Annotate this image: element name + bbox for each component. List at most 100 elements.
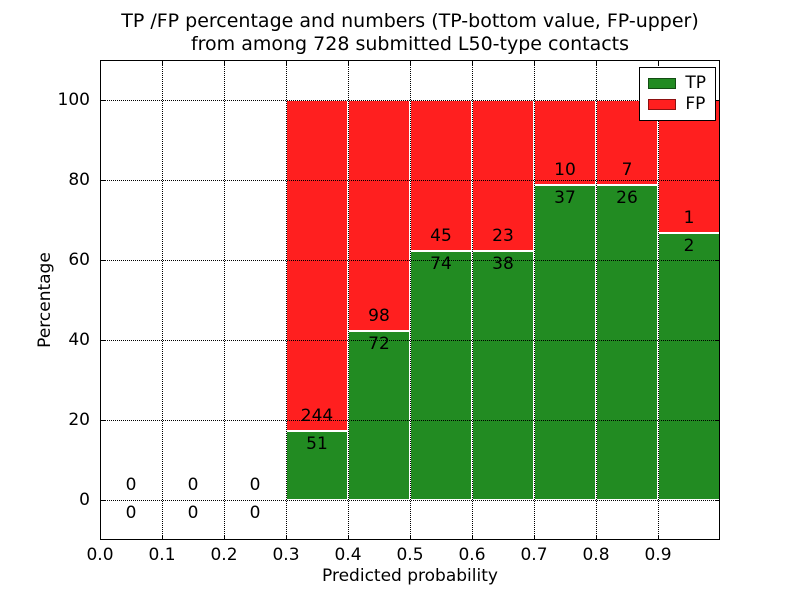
y-tick-mark: [715, 340, 720, 341]
bar-tp-segment: [472, 250, 534, 500]
tp-count-label: 0: [249, 503, 261, 523]
gridline-v: [534, 60, 535, 540]
y-tick-mark: [715, 180, 720, 181]
gridline-v: [224, 60, 225, 540]
chart-title-line2: from among 728 submitted L50-type contac…: [190, 33, 630, 55]
x-tick-mark: [348, 60, 349, 65]
x-tick-mark: [472, 535, 473, 540]
y-tick-mark: [715, 420, 720, 421]
x-tick-label: 0.2: [210, 545, 238, 565]
x-tick-mark: [658, 60, 659, 65]
y-tick-label: 80: [68, 170, 90, 190]
bar-fp-segment: [348, 100, 410, 331]
plot-area: TP FP 0 0 0 0 0 0 244 51 98 72 45 74 23 38 10 37 7 26 1 2: [100, 60, 720, 540]
x-tick-label: 0.1: [148, 545, 176, 565]
x-tick-mark: [658, 535, 659, 540]
gridline-v: [658, 60, 659, 540]
fp-count-label: 0: [187, 475, 199, 495]
fp-count-label: 23: [492, 225, 514, 246]
x-tick-mark: [534, 60, 535, 65]
x-tick-mark: [224, 535, 225, 540]
legend-swatch-fp: [648, 99, 677, 110]
bar-tp-segment: [658, 233, 720, 500]
bar-fp-segment: [286, 100, 348, 431]
bar-tp-segment: [348, 330, 410, 500]
x-tick-mark: [162, 60, 163, 65]
y-tick-mark: [100, 500, 105, 501]
x-tick-label: 0.6: [458, 545, 486, 565]
tp-count-label: 74: [430, 254, 452, 275]
fp-count-label: 1: [683, 208, 695, 229]
x-tick-mark: [100, 535, 101, 540]
gridline-v: [410, 60, 411, 540]
x-tick-mark: [534, 535, 535, 540]
gridline-v: [472, 60, 473, 540]
y-tick-label: 100: [57, 90, 90, 110]
legend-swatch-tp: [648, 78, 677, 89]
gridline-v: [596, 60, 597, 540]
x-tick-label: 0.0: [86, 545, 114, 565]
x-tick-mark: [596, 535, 597, 540]
fp-count-label: 0: [125, 475, 137, 495]
bar-tp-segment: [596, 184, 658, 500]
y-axis-label: Percentage: [35, 252, 55, 348]
tp-count-label: 2: [683, 236, 695, 257]
chart-title-line1: TP /FP percentage and numbers (TP-bottom…: [121, 10, 699, 32]
x-axis-label: Predicted probability: [322, 566, 498, 586]
fp-count-label: 244: [300, 405, 334, 426]
fp-count-label: 7: [621, 159, 633, 180]
legend-label-tp: TP: [685, 73, 706, 93]
fp-count-label: 10: [554, 160, 576, 181]
tp-count-label: 26: [616, 187, 638, 208]
x-tick-mark: [286, 535, 287, 540]
tp-count-label: 72: [368, 333, 390, 354]
y-tick-mark: [715, 500, 720, 501]
gridline-v: [162, 60, 163, 540]
x-tick-mark: [472, 60, 473, 65]
legend-label-fp: FP: [685, 94, 706, 114]
fp-count-label: 98: [368, 305, 390, 326]
x-tick-label: 0.4: [334, 545, 362, 565]
x-tick-mark: [224, 60, 225, 65]
y-tick-mark: [100, 260, 105, 261]
y-tick-mark: [715, 260, 720, 261]
x-tick-mark: [410, 60, 411, 65]
x-tick-mark: [286, 60, 287, 65]
x-tick-label: 0.3: [272, 545, 300, 565]
legend-entry-fp: FP: [648, 94, 706, 115]
bar-tp-segment: [410, 251, 472, 500]
tp-count-label: 0: [125, 503, 137, 523]
x-tick-mark: [348, 535, 349, 540]
x-tick-mark: [596, 60, 597, 65]
x-tick-label: 0.8: [582, 545, 610, 565]
fp-count-label: 45: [430, 226, 452, 247]
gridline-v: [286, 60, 287, 540]
x-tick-label: 0.5: [396, 545, 424, 565]
x-tick-label: 0.9: [644, 545, 672, 565]
legend: TP FP: [639, 67, 716, 121]
x-tick-mark: [100, 60, 101, 65]
y-tick-label: 40: [68, 330, 90, 350]
y-tick-mark: [100, 180, 105, 181]
tp-count-label: 0: [187, 503, 199, 523]
x-tick-label: 0.7: [520, 545, 548, 565]
tp-count-label: 38: [492, 253, 514, 274]
chart-title: TP /FP percentage and numbers (TP-bottom…: [100, 10, 720, 56]
tp-count-label: 37: [554, 188, 576, 209]
fp-count-label: 0: [249, 475, 261, 495]
y-tick-mark: [100, 340, 105, 341]
gridline-v: [348, 60, 349, 540]
bar-fp-segment: [472, 100, 534, 251]
x-tick-mark: [162, 535, 163, 540]
legend-entry-tp: TP: [648, 73, 706, 94]
y-tick-label: 0: [79, 490, 90, 510]
bar-tp-segment: [534, 185, 596, 500]
x-tick-mark: [410, 535, 411, 540]
y-tick-label: 60: [68, 250, 90, 270]
y-tick-mark: [100, 100, 105, 101]
y-tick-mark: [100, 420, 105, 421]
tp-count-label: 51: [306, 433, 328, 454]
y-tick-mark: [715, 100, 720, 101]
y-tick-label: 20: [68, 410, 90, 430]
